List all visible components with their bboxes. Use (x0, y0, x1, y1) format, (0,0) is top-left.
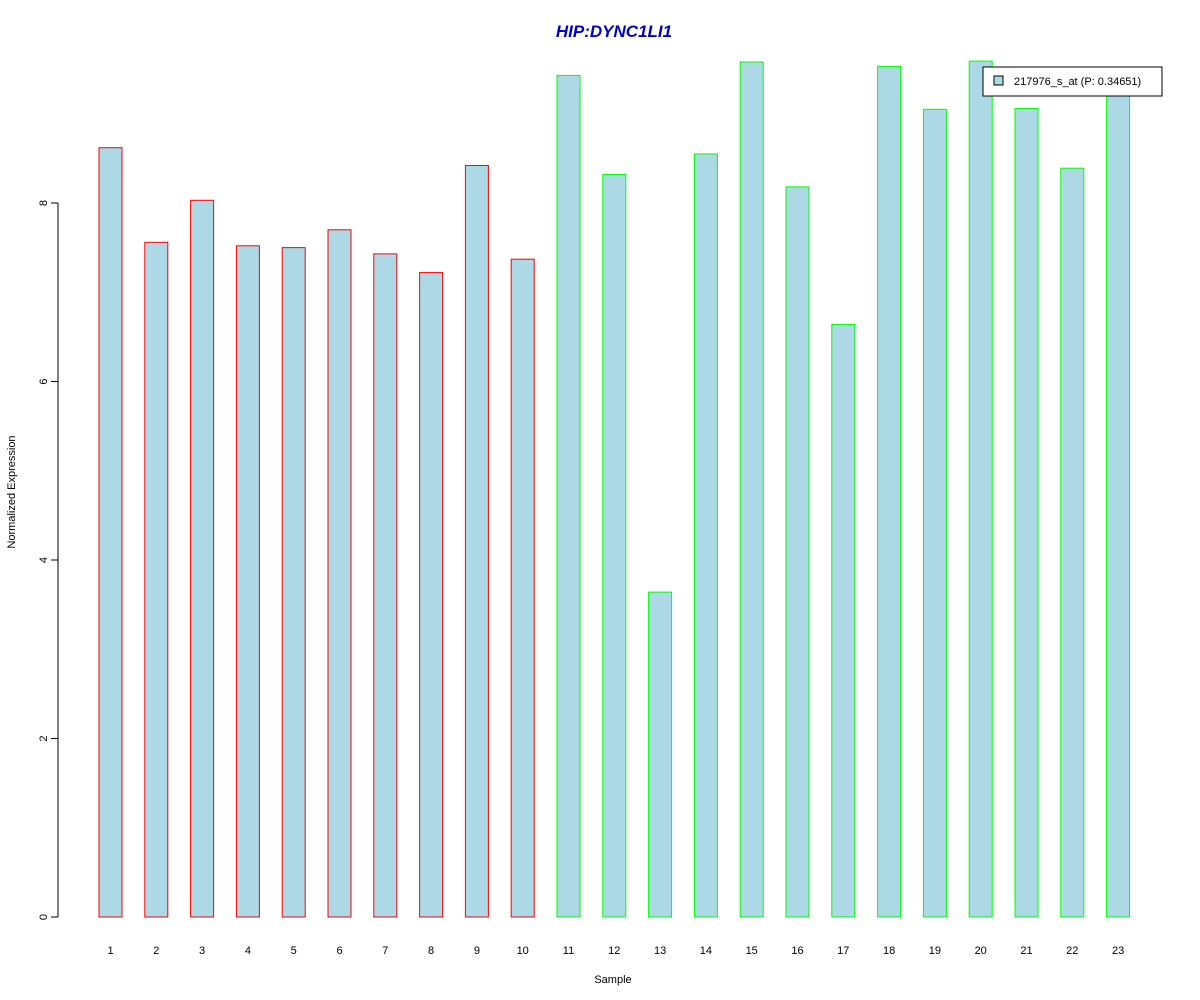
x-tick-label: 2 (153, 945, 159, 957)
bar-sample-2 (144, 241, 169, 918)
bar-sample-17 (831, 323, 856, 918)
bar-sample-19 (922, 108, 947, 918)
x-tick-label: 3 (199, 945, 205, 957)
bar-sample-8 (419, 272, 444, 918)
x-tick-labels: 1 2 3 4 5 6 7 8 9 10 11 12 13 14 15 16 17 18 19 20 21 22 23 (107, 945, 1124, 957)
x-tick-label: 14 (700, 945, 712, 957)
chart-title: HIP:DYNC1LI1 (556, 22, 672, 41)
x-tick-label: 15 (746, 945, 758, 957)
y-axis: 0 2 4 6 8 (38, 200, 59, 920)
bar-sample-10 (510, 258, 535, 918)
y-tick-label: 2 (38, 735, 50, 741)
y-tick-label: 4 (38, 557, 50, 563)
x-tick-label: 6 (336, 945, 342, 957)
bar-sample-18 (877, 65, 902, 918)
x-tick-label: 7 (382, 945, 388, 957)
y-axis-label: Normalized Expression (6, 435, 18, 548)
bar-sample-23 (1106, 90, 1131, 918)
bar-sample-6 (327, 229, 352, 918)
x-tick-label: 9 (474, 945, 480, 957)
bar-sample-15 (739, 61, 764, 918)
x-tick-label: 17 (837, 945, 849, 957)
bar-sample-11 (556, 74, 581, 918)
bar-sample-22 (1060, 167, 1085, 918)
bars-group (98, 60, 1131, 918)
x-axis-label: Sample (594, 974, 631, 986)
x-tick-label: 5 (291, 945, 297, 957)
bar-sample-9 (464, 165, 489, 918)
x-tick-label: 8 (428, 945, 434, 957)
bar-sample-4 (235, 245, 260, 918)
bar-sample-16 (785, 186, 810, 918)
bar-sample-1 (98, 147, 123, 918)
bar-sample-14 (693, 153, 718, 918)
bar-sample-13 (648, 591, 673, 918)
x-tick-label: 4 (245, 945, 251, 957)
bar-sample-21 (1014, 107, 1039, 918)
legend: 217976_s_at (P: 0.34651) (982, 66, 1163, 97)
x-tick-label: 20 (975, 945, 987, 957)
legend-swatch (993, 75, 1004, 86)
x-tick-label: 13 (654, 945, 666, 957)
x-tick-label: 10 (517, 945, 529, 957)
x-tick-label: 11 (563, 945, 574, 957)
x-tick-label: 12 (608, 945, 620, 957)
x-tick-label: 1 (107, 945, 113, 957)
y-tick-label: 8 (38, 200, 50, 206)
legend-label: 217976_s_at (P: 0.34651) (1014, 76, 1141, 88)
y-tick-label: 0 (38, 914, 50, 920)
legend-box (982, 66, 1163, 97)
x-tick-label: 19 (929, 945, 941, 957)
y-tick-label: 6 (38, 378, 50, 384)
x-tick-label: 18 (883, 945, 895, 957)
bar-sample-20 (968, 60, 993, 918)
x-tick-label: 16 (791, 945, 803, 957)
bar-sample-12 (602, 173, 627, 918)
x-tick-label: 21 (1020, 945, 1032, 957)
x-tick-label: 22 (1066, 945, 1078, 957)
bar-sample-5 (281, 247, 306, 918)
bar-sample-3 (190, 199, 215, 918)
x-tick-label: 23 (1112, 945, 1124, 957)
bar-sample-7 (373, 253, 398, 918)
